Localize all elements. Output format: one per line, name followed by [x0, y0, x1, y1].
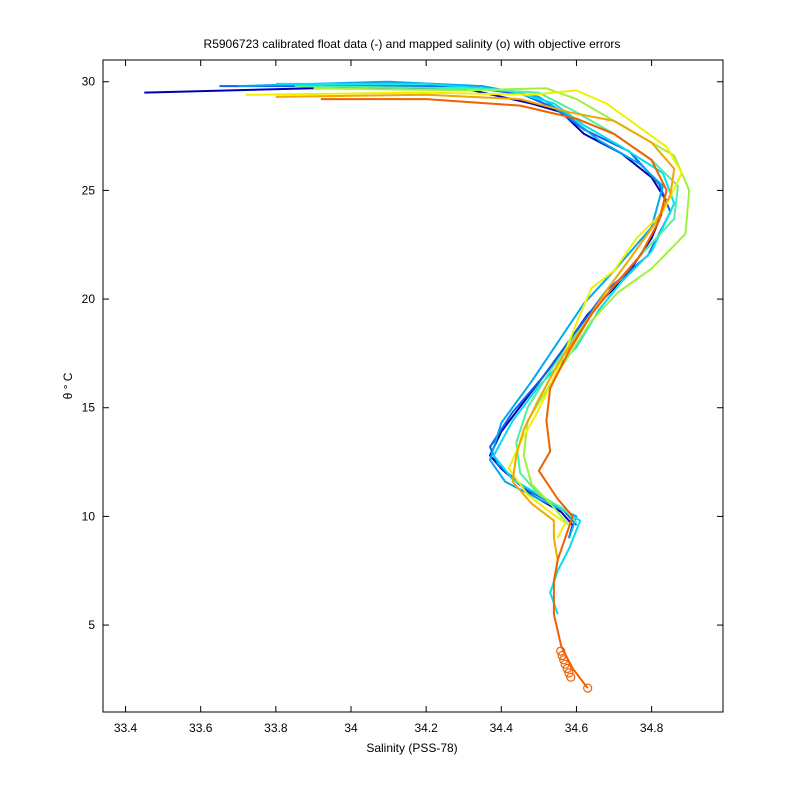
y-axis: 5 10 15 20 25 30	[82, 75, 723, 632]
y-tick-label: 30	[82, 75, 96, 89]
mapped-salinity-point-1	[556, 646, 566, 656]
mapped-salinity-point-5	[562, 663, 572, 674]
mapped-salinity-point-3	[559, 655, 569, 665]
plot-area	[144, 80, 691, 693]
y-tick-label: 15	[82, 401, 96, 415]
x-tick-label: 33.4	[114, 721, 138, 735]
mapped-salinity-point-6	[564, 668, 574, 678]
plot-frame	[102, 59, 724, 713]
mapped-salinity-point-4	[560, 659, 570, 669]
y-axis-label: θ ° C	[61, 372, 75, 399]
x-tick-label: 34.8	[640, 721, 664, 735]
x-tick-label: 34.2	[414, 721, 438, 735]
y-tick-label: 5	[88, 618, 95, 632]
profile-line-6	[313, 87, 691, 526]
profile-line-7	[245, 89, 683, 539]
profile-line-5	[294, 85, 679, 524]
mapped-salinity-point-7	[566, 672, 576, 682]
y-tick-label: 25	[82, 183, 96, 197]
x-axis: 33.4 33.6 33.8 34 34.2 34.4 34.6 34.8	[114, 60, 664, 735]
chart-title: R5906723 calibrated float data (-) and m…	[204, 37, 621, 51]
x-tick-label: 34.6	[565, 721, 589, 735]
profile-line-8	[275, 93, 676, 582]
mapped-salinity-point-2	[557, 650, 567, 661]
profile-line-1	[144, 87, 668, 539]
y-tick-label: 20	[82, 292, 96, 306]
x-tick-label: 34.4	[490, 721, 514, 735]
profile-line-9	[320, 98, 668, 689]
mapped-salinity-point-8	[583, 683, 593, 693]
x-axis-label: Salinity (PSS-78)	[366, 741, 457, 755]
profile-line-4	[275, 82, 676, 615]
x-tick-label: 33.6	[189, 721, 213, 735]
x-tick-label: 34	[344, 721, 358, 735]
y-tick-label: 10	[82, 509, 96, 523]
x-tick-label: 33.8	[264, 721, 288, 735]
